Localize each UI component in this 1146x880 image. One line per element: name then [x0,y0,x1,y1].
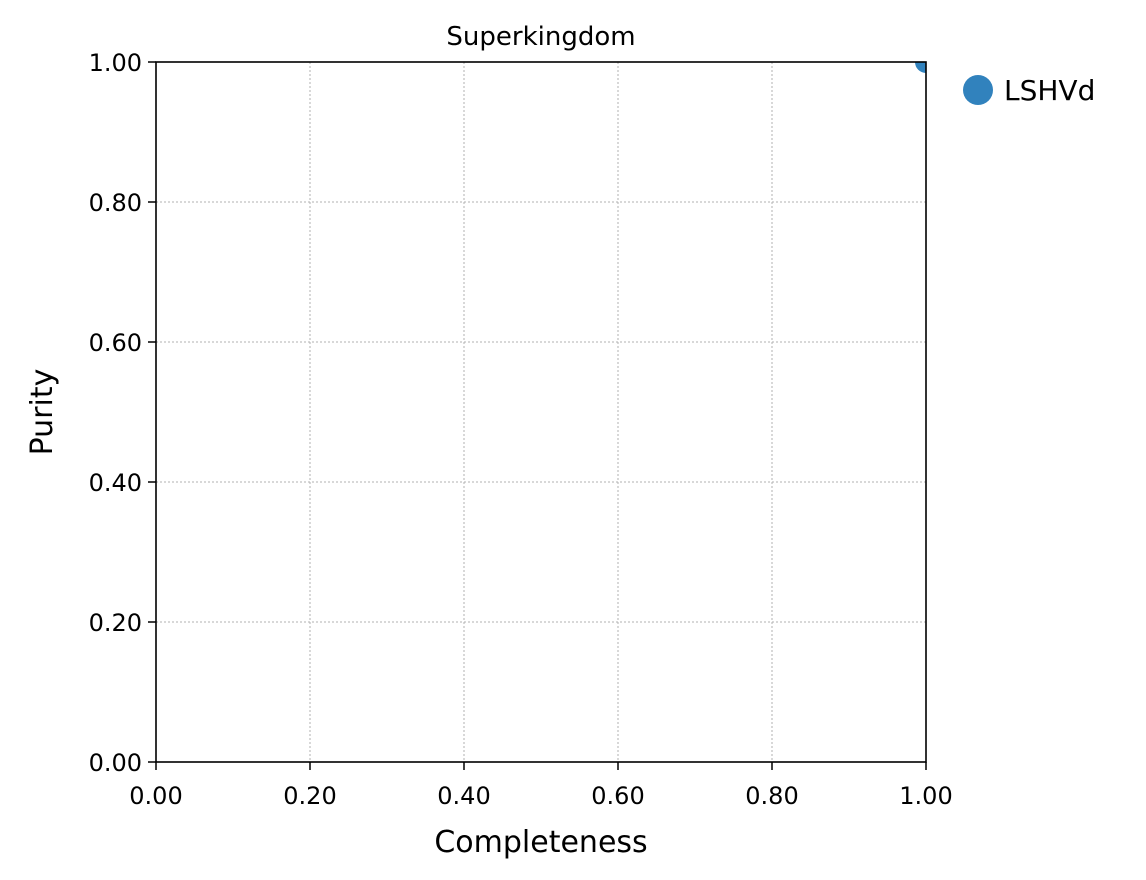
y-tick-label: 0.80 [89,189,142,217]
y-tick-label: 0.40 [89,469,142,497]
x-tick-label: 0.20 [283,782,336,810]
legend-marker [963,75,993,105]
y-tick-label: 0.20 [89,609,142,637]
y-axis-title: Purity [25,369,60,456]
y-tick-label: 0.00 [89,749,142,777]
legend-label: LSHVd [1004,74,1095,107]
x-tick-label: 0.60 [591,782,644,810]
x-tick-label: 0.40 [437,782,490,810]
y-tick-label: 1.00 [89,49,142,77]
data-point [915,62,926,73]
x-tick-label: 0.80 [745,782,798,810]
plot-frame [155,61,927,763]
data-points [915,62,926,73]
axis-ticks: 0.00 0.20 0.40 0.60 0.80 1.00 0.00 0.20 0.40 0.60… [89,49,953,810]
chart-title: Superkingdom [446,22,635,52]
y-tick-label: 0.60 [89,329,142,357]
grid [155,61,927,763]
x-tick-label: 1.00 [899,782,952,810]
legend: LSHVd [963,74,1095,107]
x-axis-title: Completeness [434,825,647,860]
x-tick-label: 0.00 [129,782,182,810]
